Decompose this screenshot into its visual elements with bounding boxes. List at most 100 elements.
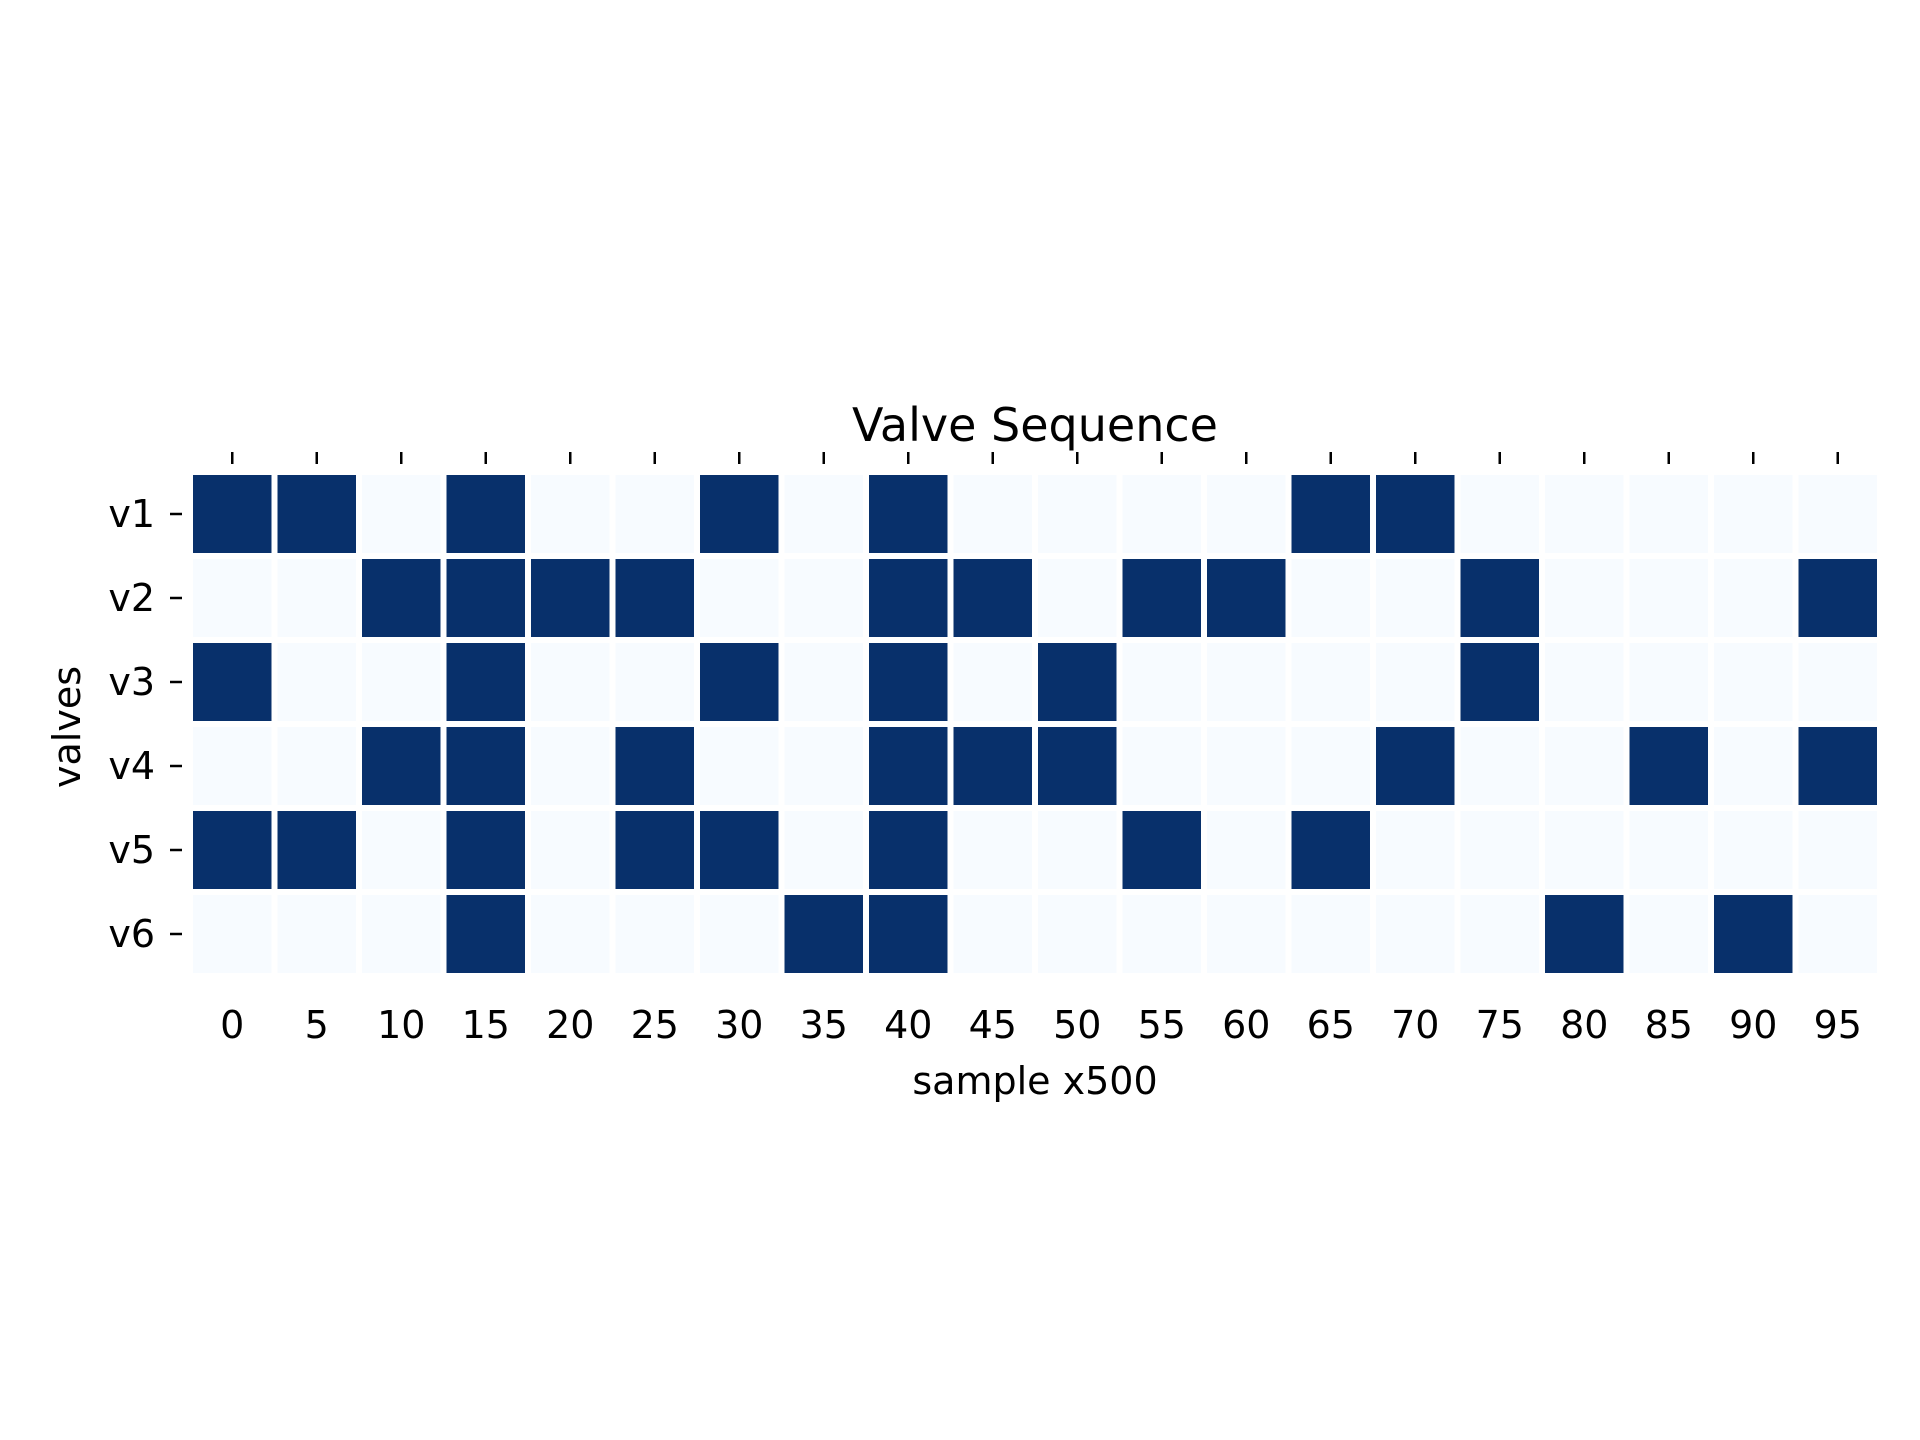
heatmap-cell-v1-30: [700, 475, 779, 553]
heatmap-cell-v3-90: [1714, 643, 1793, 721]
heatmap-cell-v5-40: [869, 811, 948, 889]
heatmap-cell-v6-10: [362, 895, 441, 973]
heatmap-cell-v4-85: [1629, 727, 1708, 805]
heatmap-cell-v4-5: [277, 727, 356, 805]
heatmap-cell-v6-20: [531, 895, 610, 973]
heatmap-cell-v5-90: [1714, 811, 1793, 889]
heatmap-cell-v4-90: [1714, 727, 1793, 805]
heatmap-cell-v3-15: [446, 643, 525, 721]
x-tick-label: 60: [1222, 1003, 1270, 1047]
heatmap-cell-v5-50: [1038, 811, 1117, 889]
heatmap-cell-v2-15: [446, 559, 525, 637]
x-tick-label: 50: [1053, 1003, 1101, 1047]
heatmap-cell-v2-0: [193, 559, 272, 637]
heatmap-cell-v3-75: [1460, 643, 1539, 721]
heatmap-cell-v1-90: [1714, 475, 1793, 553]
x-tick-label: 0: [220, 1003, 244, 1047]
heatmap-cell-v6-5: [277, 895, 356, 973]
heatmap-cell-v3-35: [784, 643, 863, 721]
heatmap-cells: [193, 475, 1877, 973]
heatmap-cell-v4-25: [615, 727, 694, 805]
heatmap-cell-v1-20: [531, 475, 610, 553]
x-tick-label: 80: [1560, 1003, 1608, 1047]
heatmap-cell-v1-85: [1629, 475, 1708, 553]
heatmap-cell-v5-85: [1629, 811, 1708, 889]
heatmap-cell-v6-55: [1122, 895, 1201, 973]
y-tick-label: v4: [108, 744, 155, 788]
heatmap-cell-v3-65: [1291, 643, 1370, 721]
heatmap-cell-v2-65: [1291, 559, 1370, 637]
y-axis-label: valves: [45, 666, 89, 788]
heatmap-cell-v6-95: [1798, 895, 1877, 973]
heatmap-cell-v3-95: [1798, 643, 1877, 721]
heatmap-cell-v1-65: [1291, 475, 1370, 553]
y-tick-label: v2: [108, 576, 155, 620]
heatmap-cell-v2-35: [784, 559, 863, 637]
heatmap-cell-v3-20: [531, 643, 610, 721]
heatmap-cell-v6-45: [953, 895, 1032, 973]
heatmap-cell-v1-15: [446, 475, 525, 553]
heatmap-cell-v4-70: [1376, 727, 1455, 805]
heatmap-cell-v1-75: [1460, 475, 1539, 553]
x-tick-label: 45: [969, 1003, 1017, 1047]
x-axis-label: sample x500: [912, 1059, 1157, 1103]
x-tick-label: 75: [1476, 1003, 1524, 1047]
heatmap-cell-v3-30: [700, 643, 779, 721]
heatmap-cell-v1-70: [1376, 475, 1455, 553]
y-axis-ticks: v1 v2 v3 v4 v5 v6: [108, 492, 182, 956]
x-tick-label: 70: [1391, 1003, 1439, 1047]
x-tick-label: 25: [631, 1003, 679, 1047]
x-tick-label: 15: [462, 1003, 510, 1047]
heatmap-cell-v4-95: [1798, 727, 1877, 805]
heatmap-cell-v2-85: [1629, 559, 1708, 637]
heatmap-cell-v3-50: [1038, 643, 1117, 721]
heatmap-cell-v3-80: [1545, 643, 1624, 721]
x-tick-label: 40: [884, 1003, 932, 1047]
heatmap-cell-v2-95: [1798, 559, 1877, 637]
heatmap-cell-v3-85: [1629, 643, 1708, 721]
heatmap-cell-v4-80: [1545, 727, 1624, 805]
heatmap-cell-v3-5: [277, 643, 356, 721]
heatmap-cell-v4-50: [1038, 727, 1117, 805]
heatmap-cell-v2-25: [615, 559, 694, 637]
heatmap-cell-v1-35: [784, 475, 863, 553]
heatmap-cell-v1-45: [953, 475, 1032, 553]
heatmap-cell-v2-70: [1376, 559, 1455, 637]
heatmap-cell-v5-45: [953, 811, 1032, 889]
heatmap-cell-v5-60: [1207, 811, 1286, 889]
heatmap-cell-v1-80: [1545, 475, 1624, 553]
heatmap-cell-v5-65: [1291, 811, 1370, 889]
heatmap-cell-v5-55: [1122, 811, 1201, 889]
heatmap-cell-v1-55: [1122, 475, 1201, 553]
x-tick-label: 35: [800, 1003, 848, 1047]
heatmap-cell-v2-75: [1460, 559, 1539, 637]
x-tick-label: 90: [1729, 1003, 1777, 1047]
heatmap-cell-v1-50: [1038, 475, 1117, 553]
y-tick-label: v6: [108, 912, 155, 956]
heatmap-cell-v3-10: [362, 643, 441, 721]
heatmap-cell-v2-60: [1207, 559, 1286, 637]
heatmap-cell-v4-60: [1207, 727, 1286, 805]
chart-title: Valve Sequence: [852, 398, 1218, 452]
heatmap-cell-v3-55: [1122, 643, 1201, 721]
heatmap-cell-v4-55: [1122, 727, 1201, 805]
heatmap-cell-v3-70: [1376, 643, 1455, 721]
heatmap-cell-v6-70: [1376, 895, 1455, 973]
heatmap-cell-v4-10: [362, 727, 441, 805]
heatmap-cell-v6-85: [1629, 895, 1708, 973]
heatmap-cell-v1-40: [869, 475, 948, 553]
heatmap-cell-v4-0: [193, 727, 272, 805]
heatmap-cell-v6-80: [1545, 895, 1624, 973]
heatmap-cell-v6-60: [1207, 895, 1286, 973]
heatmap-cell-v2-5: [277, 559, 356, 637]
heatmap-cell-v5-75: [1460, 811, 1539, 889]
heatmap-cell-v1-0: [193, 475, 272, 553]
x-tick-label: 85: [1645, 1003, 1693, 1047]
x-tick-label: 10: [377, 1003, 425, 1047]
heatmap-cell-v5-95: [1798, 811, 1877, 889]
heatmap-cell-v6-50: [1038, 895, 1117, 973]
x-tick-label: 65: [1307, 1003, 1355, 1047]
heatmap-cell-v4-75: [1460, 727, 1539, 805]
heatmap-cell-v4-35: [784, 727, 863, 805]
heatmap-cell-v6-25: [615, 895, 694, 973]
